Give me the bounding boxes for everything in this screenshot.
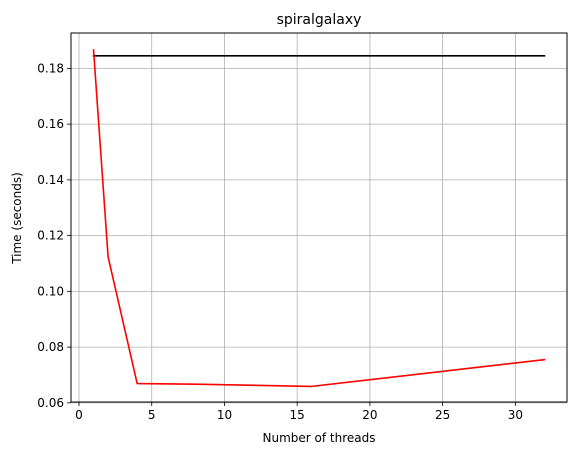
x-axis-label: Number of threads — [263, 431, 376, 445]
x-tick-label: 20 — [362, 408, 377, 422]
x-tick-label: 25 — [435, 408, 450, 422]
y-tick-label: 0.14 — [37, 173, 64, 187]
x-axis-ticks: 0 5 10 15 20 25 30 — [75, 402, 523, 422]
timing-series-line — [92, 49, 546, 388]
y-axis-ticks: 0.06 0.08 0.10 0.12 0.14 0.16 0.18 — [37, 61, 71, 410]
plot-area-frame — [70, 32, 568, 403]
y-tick-label: 0.12 — [37, 229, 64, 243]
x-tick-label: 15 — [290, 408, 305, 422]
y-tick-label: 0.10 — [37, 284, 64, 298]
y-tick-label: 0.08 — [37, 340, 64, 354]
x-tick-label: 5 — [148, 408, 156, 422]
series-lines — [92, 49, 546, 388]
chart-title: spiralgalaxy — [277, 12, 362, 28]
y-tick-label: 0.06 — [37, 396, 64, 410]
y-axis-label: Time (seconds) — [10, 172, 24, 265]
x-tick-label: 30 — [508, 408, 523, 422]
x-tick-label: 10 — [217, 408, 232, 422]
y-tick-label: 0.18 — [37, 61, 64, 75]
x-tick-label: 0 — [75, 408, 83, 422]
grid-lines — [71, 33, 567, 404]
y-tick-label: 0.16 — [37, 117, 64, 131]
